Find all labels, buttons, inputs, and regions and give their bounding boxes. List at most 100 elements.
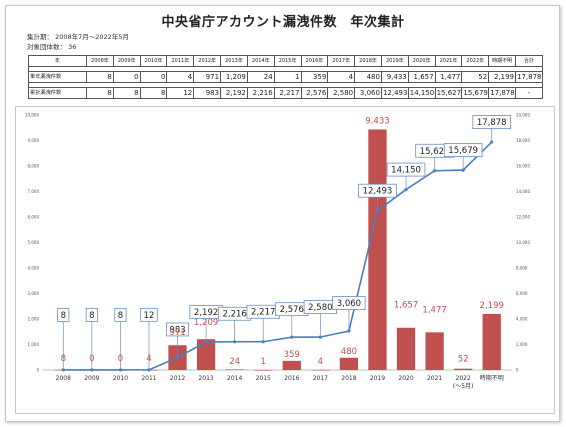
bar-value-label: 1,477 — [422, 305, 446, 315]
summary-table: 年 2008年 2009年 2010年 2011年 2012年 2013年 20… — [28, 55, 543, 99]
bar-value-label: 1,209 — [194, 318, 218, 328]
cumulative-value-label: 14,150 — [391, 166, 421, 176]
table-cell: 2,216 — [246, 87, 275, 99]
column-header: 2013年 — [220, 55, 248, 67]
table-cell: 1,657 — [407, 71, 436, 83]
right-y-tick-label: 16,000 — [516, 164, 530, 169]
table-cell: 2,580 — [327, 87, 356, 99]
x-tick-label: 2020 — [398, 375, 413, 382]
right-y-tick-label: 6,000 — [516, 291, 528, 296]
table-cell: 12 — [166, 87, 195, 99]
table-cell: 24 — [246, 71, 275, 83]
x-tick-label: 2015 — [256, 375, 271, 382]
bar-value-label: 4 — [318, 357, 323, 367]
cumulative-value-label: 2,216 — [222, 310, 246, 320]
x-tick-label: 2009 — [84, 375, 99, 382]
x-tick-label: 2019 — [370, 375, 385, 382]
table-cell: 0 — [112, 71, 141, 83]
bar-value-label: 2,199 — [480, 301, 504, 311]
table-cell: 8 — [139, 87, 168, 99]
column-header: 2008年 — [86, 55, 114, 67]
table-row: 累計漏洩件数 8 8 8 12 983 2,192 2,216 2,217 2,… — [28, 87, 543, 99]
bar-value-label: 4 — [146, 354, 151, 364]
table-corner: 年 — [28, 55, 87, 67]
x-tick-label: 2021 — [427, 375, 442, 382]
x-tick-label: 2014 — [227, 375, 242, 382]
table-cell: 4 — [327, 71, 356, 83]
cumulative-value-label: 12 — [144, 311, 155, 321]
left-y-tick-label: 9,000 — [28, 138, 40, 143]
bar — [254, 369, 273, 371]
cumulative-callout — [57, 307, 70, 322]
chart-area: 0 1,000 2,000 3,000 4,000 5,000 6,000 7,000 8,00… — [15, 106, 555, 414]
table-cell: 8 — [86, 71, 114, 83]
table-cell: 2,199 — [488, 71, 516, 83]
period-label: 集計期： — [27, 33, 53, 41]
table-cell: - — [515, 87, 543, 99]
column-header: 2010年 — [139, 55, 168, 67]
cumulative-callout — [472, 115, 512, 129]
bar-value-label: 1 — [261, 357, 266, 367]
column-header: 2015年 — [273, 55, 302, 67]
row-label: 累計漏洩件数 — [28, 87, 87, 99]
bar — [396, 327, 416, 370]
column-header: 2009年 — [112, 55, 141, 67]
orgs-label: 対象団体数： — [27, 43, 66, 51]
column-header: 2021年 — [434, 55, 463, 67]
table-cell: 359 — [300, 71, 329, 83]
cumulative-value-label: 8 — [118, 311, 123, 321]
table-cell: 17,878 — [515, 71, 543, 83]
cumulative-value-label: 8 — [89, 311, 94, 321]
cumulative-value-label: 2,217 — [251, 308, 275, 318]
cumulative-value-label: 15,679 — [448, 146, 478, 156]
right-y-tick-label: 20,000 — [516, 113, 530, 118]
bar-value-label: 8 — [61, 354, 66, 364]
table-cell: 480 — [354, 71, 382, 83]
bar — [425, 332, 444, 370]
bar-value-label: 0 — [89, 354, 94, 364]
table-cell: 17,878 — [488, 87, 516, 99]
left-y-tick-label: 3,000 — [28, 291, 40, 296]
bar-value-label: 480 — [341, 347, 357, 357]
cumulative-line — [63, 141, 493, 371]
cumulative-value-label: 2,580 — [308, 303, 332, 313]
x-tick-label: 2017 — [313, 375, 328, 382]
bar — [225, 369, 244, 370]
cumulative-callout — [85, 307, 98, 322]
bar-value-label: 24 — [229, 357, 240, 367]
bar — [339, 357, 359, 370]
table-cell: 971 — [193, 71, 222, 83]
column-header: 2022年 — [461, 55, 490, 67]
bar — [482, 313, 501, 370]
orgs-line: 対象団体数： 36 — [27, 41, 76, 51]
table-cell: 15,679 — [461, 87, 490, 99]
cumulative-value-label: 3,060 — [337, 299, 361, 309]
cumulative-value-label: 17,878 — [477, 118, 507, 128]
table-cell: 983 — [193, 87, 222, 99]
table-cell: 12,493 — [380, 87, 409, 99]
column-header: 時期不明 — [488, 55, 516, 67]
cumulative-value-label: 12,493 — [363, 187, 393, 197]
page-title: 中央省庁アカウント漏洩件数 年次集計 — [161, 15, 405, 30]
cumulative-callout — [114, 307, 127, 322]
table-row: 単年漏洩件数 8 0 0 4 971 1,209 24 1 359 4 480 … — [28, 71, 543, 83]
period-line: 集計期： 2008年7月～2022年5月 — [27, 31, 129, 41]
period-value: 2008年7月～2022年5月 — [55, 33, 129, 41]
table-cell: 2,576 — [300, 87, 329, 99]
left-y-tick-label: 0 — [36, 368, 39, 373]
bar-value-label: 52 — [458, 355, 469, 365]
table-cell: 1 — [273, 71, 302, 83]
cumulative-value-label: 8 — [61, 311, 66, 321]
left-y-tick-label: 5,000 — [28, 240, 40, 245]
x-tick-label: (～5月) — [453, 383, 474, 390]
x-tick-label: 2016 — [284, 375, 299, 382]
table-cell: 2,217 — [273, 87, 302, 99]
bar — [454, 368, 473, 370]
x-tick-label: 2012 — [170, 375, 185, 382]
table-cell: 2,192 — [220, 87, 248, 99]
right-y-tick-label: 12,000 — [516, 215, 530, 220]
left-y-tick-label: 2,000 — [28, 317, 40, 322]
cumulative-callout — [386, 162, 426, 177]
cumulative-value-label: 983 — [169, 325, 185, 335]
x-tick-label: 2010 — [113, 375, 128, 382]
